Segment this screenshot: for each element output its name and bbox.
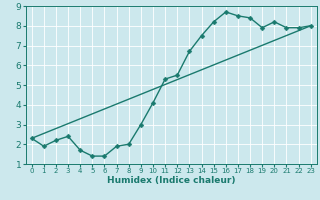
X-axis label: Humidex (Indice chaleur): Humidex (Indice chaleur) [107, 176, 236, 185]
